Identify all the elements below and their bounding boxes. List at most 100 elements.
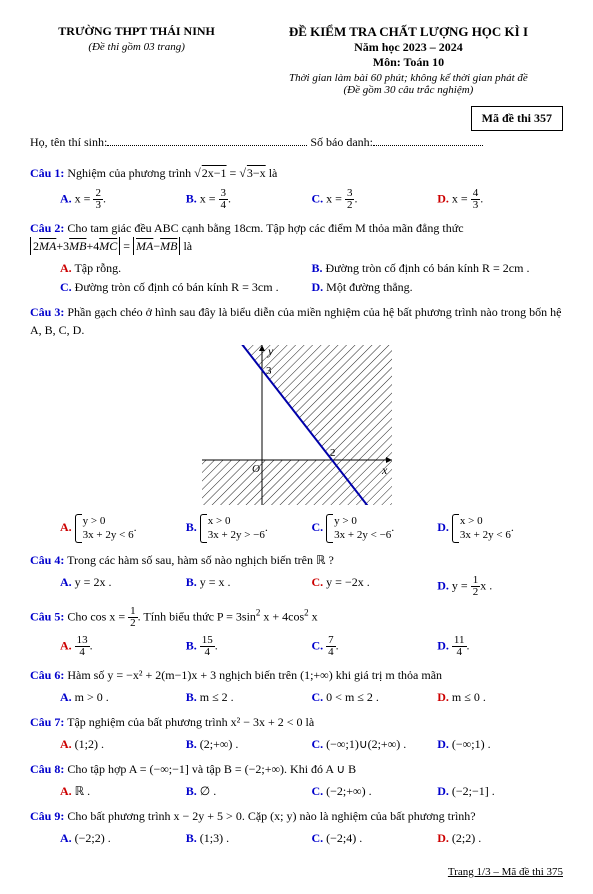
q3-ans-b: B. x > 03x + 2y > −6. (186, 512, 312, 545)
q2-ans-b: B. Đường tròn cố định có bán kính R = 2c… (312, 259, 564, 278)
q8-ans-c: C. (−2;+∞) . (312, 782, 438, 801)
name-blank (107, 145, 307, 146)
q3-text: Phần gạch chéo ở hình sau đây là biểu di… (30, 305, 561, 337)
question-9: Câu 9: Cho bất phương trình x − 2y + 5 >… (30, 807, 563, 825)
question-5: Câu 5: Cho cos x = 12. Tính biểu thức P … (30, 606, 563, 629)
q4-label: Câu 4: (30, 553, 64, 567)
id-blank (373, 145, 483, 146)
q6-ans-c: C. 0 < m ≤ 2 . (312, 688, 438, 707)
candidate-line: Họ, tên thí sinh: Số báo danh: (30, 135, 563, 150)
q8-label: Câu 8: (30, 762, 64, 776)
q6-ans-b: B. m ≤ 2 . (186, 688, 312, 707)
q2-ans-a: A. Tập rỗng. (60, 259, 312, 278)
svg-text:3: 3 (266, 365, 272, 377)
q5-ans-c: C. 74. (312, 633, 438, 660)
q3-chart: O 2 3 x y (30, 345, 563, 509)
q3-ans-c: C. y > 03x + 2y < −6. (312, 512, 438, 545)
q6-answers: A. m > 0 . B. m ≤ 2 . C. 0 < m ≤ 2 . D. … (60, 688, 563, 707)
svg-text:x: x (381, 463, 388, 477)
exam-title: ĐỀ KIỂM TRA CHẤT LƯỢNG HỌC KÌ I (254, 24, 563, 40)
q8-ans-b: B. ∅ . (186, 782, 312, 801)
page-footer: Trang 1/3 – Mã đề thi 375 (30, 866, 563, 878)
q8-ans-d: D. (−2;−1] . (437, 782, 563, 801)
pages-note: (Đề thi gồm 03 trang) (30, 41, 243, 53)
question-8: Câu 8: Cho tập hợp A = (−∞;−1] và tập B … (30, 760, 563, 778)
q9-ans-b: B. (1;3) . (186, 829, 312, 848)
q7-text: Tập nghiệm của bất phương trình x² − 3x … (67, 715, 314, 729)
name-label: Họ, tên thí sinh: (30, 135, 107, 149)
q6-ans-a: A. m > 0 . (60, 688, 186, 707)
q4-ans-c: C. y = −2x . (312, 573, 438, 600)
q7-ans-b: B. (2;+∞) . (186, 735, 312, 754)
q9-text: Cho bất phương trình x − 2y + 5 > 0. Cặp… (67, 809, 475, 823)
q5-mid: . Tính biểu thức P = 3sin (138, 609, 256, 623)
q9-ans-c: C. (−2;4) . (312, 829, 438, 848)
q4-answers: A. y = 2x . B. y = x . C. y = −2x . D. y… (60, 573, 563, 600)
svg-text:O: O (252, 463, 260, 475)
q2-abs-left: 2MA+3MB+4MC (30, 237, 120, 255)
exam-time: Thời gian làm bài 60 phút; không kể thời… (254, 72, 563, 84)
q7-label: Câu 7: (30, 715, 64, 729)
exam-note2: (Đề gồm 30 câu trắc nghiệm) (254, 84, 563, 96)
q9-ans-d: D. (2;2) . (437, 829, 563, 848)
school-name: TRƯỜNG THPT THÁI NINH (30, 24, 243, 39)
q6-ans-d: D. m ≤ 0 . (437, 688, 563, 707)
exam-page: TRƯỜNG THPT THÁI NINH (Đề thi gồm 03 tra… (0, 0, 593, 894)
q9-ans-a: A. (−2;2) . (60, 829, 186, 848)
svg-text:2: 2 (330, 447, 336, 459)
svg-text:y: y (267, 345, 274, 358)
q1-ans-d: D. x = 43. (437, 186, 563, 213)
q2-tail: là (183, 239, 192, 253)
exam-year: Năm học 2023 – 2024 (254, 40, 563, 55)
q1-ans-c: C. x = 32. (312, 186, 438, 213)
q2-ans-c: C. Đường tròn cố định có bán kính R = 3c… (60, 278, 312, 297)
q4-ans-a: A. y = 2x . (60, 573, 186, 600)
q3-ans-d: D. x > 03x + 2y < 6. (437, 512, 563, 545)
q1-lhs: 2x−1 (201, 166, 227, 180)
q6-text: Hàm số y = −x² + 2(m−1)x + 3 nghịch biến… (67, 668, 442, 682)
q5-ans-d: D. 114. (437, 633, 563, 660)
id-label: Số báo danh: (310, 135, 373, 149)
q9-label: Câu 9: (30, 809, 64, 823)
q3-answers: A. y > 03x + 2y < 6. B. x > 03x + 2y > −… (60, 512, 563, 545)
q2-abs-right: MA−MB (133, 237, 180, 255)
q1-text-post: là (269, 166, 278, 180)
q9-answers: A. (−2;2) . B. (1;3) . C. (−2;4) . D. (2… (60, 829, 563, 848)
q4-ans-d: D. y = 12x . (437, 573, 563, 600)
q1-ans-a: A. x = 23. (60, 186, 186, 213)
question-7: Câu 7: Tập nghiệm của bất phương trình x… (30, 713, 563, 731)
q4-ans-b: B. y = x . (186, 573, 312, 600)
q8-text: Cho tập hợp A = (−∞;−1] và tập B = (−2;+… (67, 762, 356, 776)
q6-label: Câu 6: (30, 668, 64, 682)
graph-icon: O 2 3 x y (202, 345, 392, 505)
exam-subject: Môn: Toán 10 (254, 55, 563, 70)
q5-pre: Cho cos x = (67, 609, 128, 623)
question-2: Câu 2: Cho tam giác đều ABC cạnh bằng 18… (30, 219, 563, 255)
q7-ans-c: C. (−∞;1)∪(2;+∞) . (312, 735, 438, 754)
question-3: Câu 3: Phần gạch chéo ở hình sau đây là … (30, 303, 563, 339)
q3-label: Câu 3: (30, 305, 64, 319)
q7-ans-d: D. (−∞;1) . (437, 735, 563, 754)
header-left: TRƯỜNG THPT THÁI NINH (Đề thi gồm 03 tra… (30, 24, 243, 96)
exam-code: Mã đề thi 357 (471, 106, 563, 131)
question-6: Câu 6: Hàm số y = −x² + 2(m−1)x + 3 nghị… (30, 666, 563, 684)
q1-label: Câu 1: (30, 166, 64, 180)
q5-answers: A. 134. B. 154. C. 74. D. 114. (60, 633, 563, 660)
header-right: ĐỀ KIỂM TRA CHẤT LƯỢNG HỌC KÌ I Năm học … (254, 24, 563, 96)
q5-ans-b: B. 154. (186, 633, 312, 660)
question-1: Câu 1: Nghiệm của phương trình √2x−1 = √… (30, 164, 563, 182)
q2-label: Câu 2: (30, 221, 64, 235)
q2-text: Cho tam giác đều ABC cạnh bằng 18cm. Tập… (67, 221, 463, 235)
question-4: Câu 4: Trong các hàm số sau, hàm số nào … (30, 551, 563, 569)
q5-ans-a: A. 134. (60, 633, 186, 660)
q8-ans-a: A. ℝ . (60, 782, 186, 801)
q1-answers: A. x = 23. B. x = 34. C. x = 32. D. x = … (60, 186, 563, 213)
header: TRƯỜNG THPT THÁI NINH (Đề thi gồm 03 tra… (30, 24, 563, 96)
q1-text-pre: Nghiệm của phương trình (67, 166, 194, 180)
q1-ans-b: B. x = 34. (186, 186, 312, 213)
q2-answers: A. Tập rỗng. B. Đường tròn cố định có bá… (60, 259, 563, 297)
q4-text: Trong các hàm số sau, hàm số nào nghịch … (67, 553, 334, 567)
q7-answers: A. (1;2) . B. (2;+∞) . C. (−∞;1)∪(2;+∞) … (60, 735, 563, 754)
q1-rhs: 3−x (246, 166, 266, 180)
q7-ans-a: A. (1;2) . (60, 735, 186, 754)
